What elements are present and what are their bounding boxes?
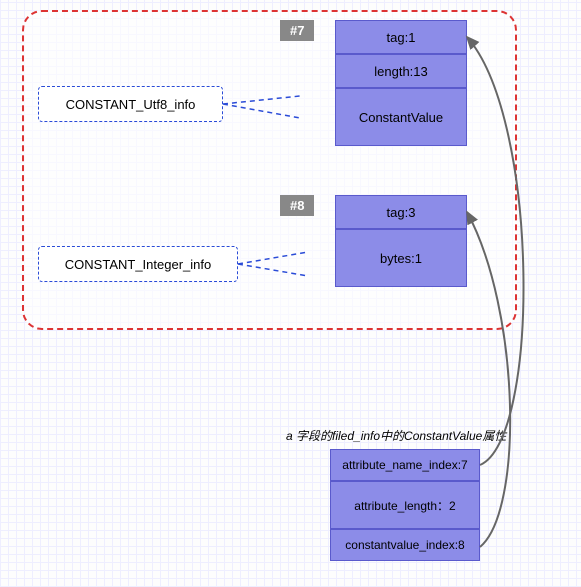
entry8-tag-cell: tag:3: [335, 195, 467, 229]
entry8-bytes-cell: bytes:1: [335, 229, 467, 287]
entry7-length-cell: length:13: [335, 54, 467, 88]
entry7-badge: #7: [280, 20, 314, 41]
attr-cv-index-cell: constantvalue_index:8: [330, 529, 480, 561]
attribute-caption: a 字段的filed_info中的ConstantValue属性: [286, 427, 506, 444]
entry8-block: tag:3 bytes:1: [335, 195, 467, 287]
entry7-value-cell: ConstantValue: [335, 88, 467, 146]
entry7-callout: CONSTANT_Utf8_info: [38, 86, 223, 122]
entry8-callout: CONSTANT_Integer_info: [38, 246, 238, 282]
attr-length-cell: attribute_length：2: [330, 481, 480, 529]
entry8-badge: #8: [280, 195, 314, 216]
entry7-tag-cell: tag:1: [335, 20, 467, 54]
entry8-callout-label: CONSTANT_Integer_info: [65, 257, 211, 272]
attribute-block: attribute_name_index:7 attribute_length：…: [330, 449, 480, 561]
entry7-block: tag:1 length:13 ConstantValue: [335, 20, 467, 146]
attr-name-index-cell: attribute_name_index:7: [330, 449, 480, 481]
entry7-callout-label: CONSTANT_Utf8_info: [66, 97, 196, 112]
